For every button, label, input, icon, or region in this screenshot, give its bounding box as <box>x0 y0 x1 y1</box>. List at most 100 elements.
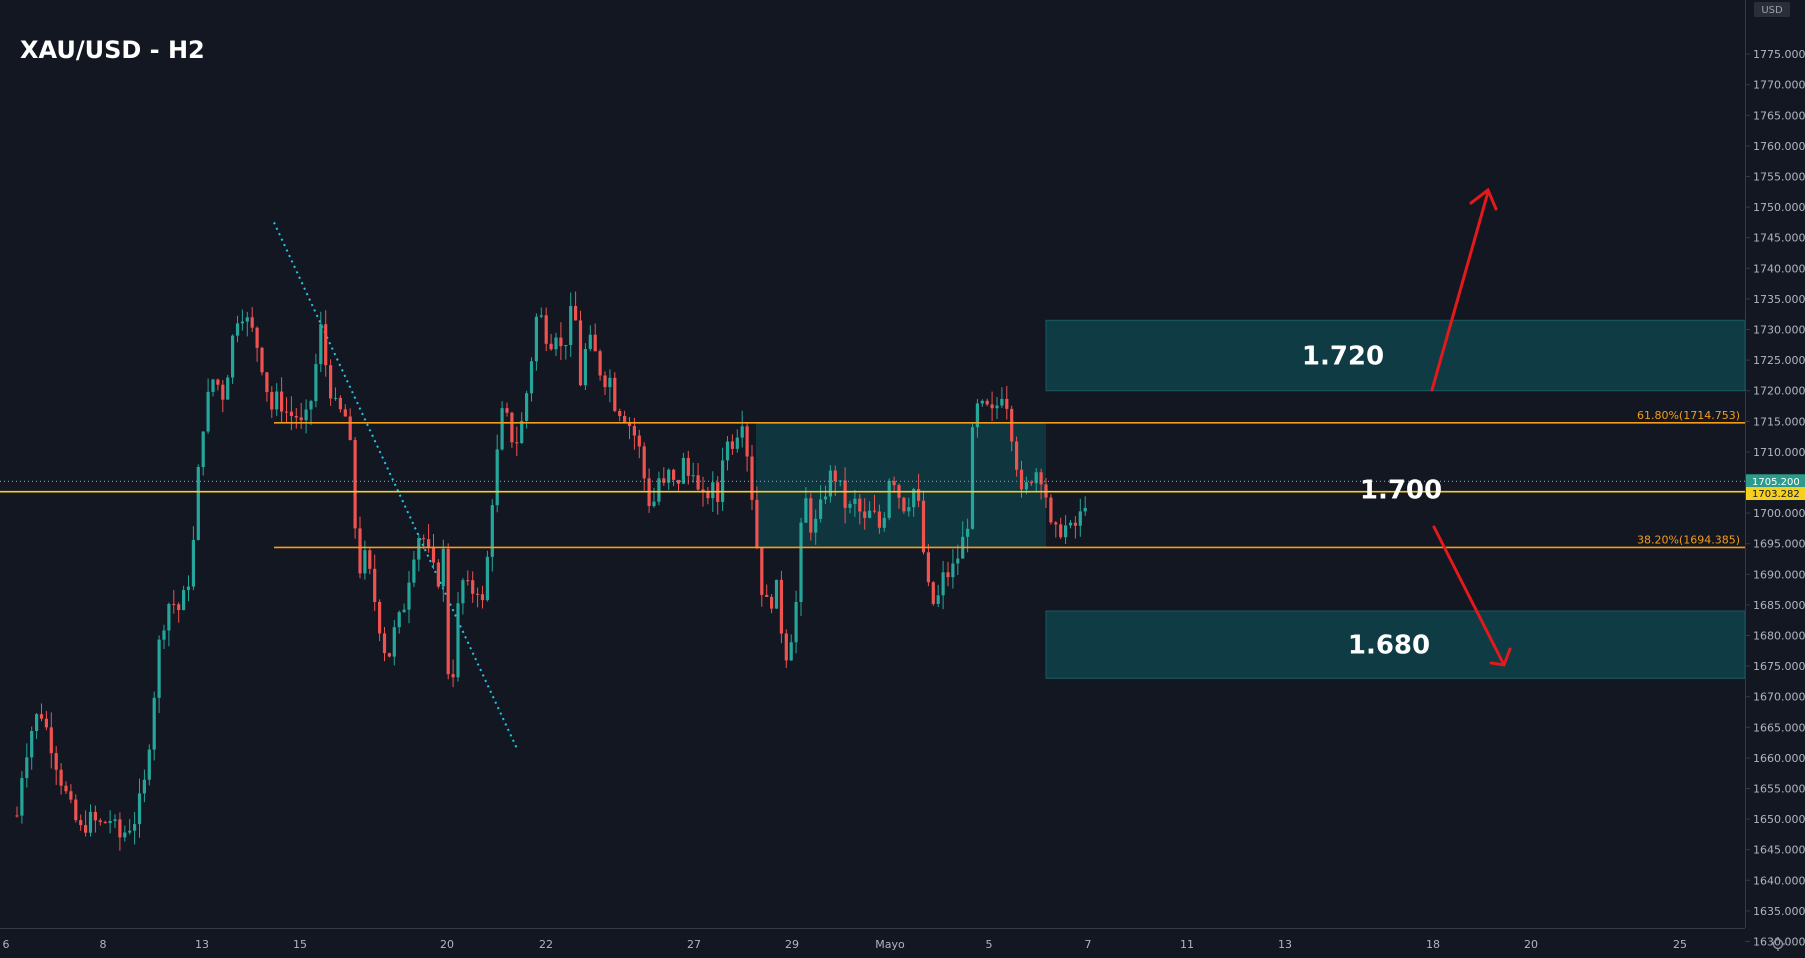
candle-body <box>387 653 391 657</box>
candle-body <box>623 416 627 422</box>
candle-body <box>1039 472 1043 485</box>
candle-body <box>275 391 279 410</box>
settings-gear-icon[interactable] <box>1771 937 1785 951</box>
candle-body <box>990 404 994 409</box>
candle-body <box>779 579 783 634</box>
candle-body <box>529 361 534 394</box>
candle-body <box>451 674 455 678</box>
candle-body <box>1078 511 1082 526</box>
candle-body <box>245 317 249 322</box>
candle-body <box>843 480 847 508</box>
candle-body <box>970 427 975 529</box>
x-tick-label: 5 <box>986 938 993 951</box>
candle-body <box>265 372 269 393</box>
candle-body <box>608 377 612 388</box>
candle-body <box>725 441 730 461</box>
candle-body <box>676 479 681 484</box>
chart-title: XAU/USD - H2 <box>20 36 205 64</box>
candle-body <box>613 377 617 411</box>
candle-body <box>456 603 460 678</box>
candle-body <box>431 546 436 563</box>
candle-body <box>1024 482 1028 490</box>
x-tick-label: 20 <box>440 938 454 951</box>
last-price-tag <box>1746 474 1805 488</box>
candle-body <box>995 405 999 409</box>
price-axis[interactable]: USD 1630.000 1635.000 1640.000 1645.000 1650… <box>1745 0 1805 953</box>
candle-body <box>417 538 421 560</box>
candle-body <box>255 327 259 348</box>
y-tick-label: 1645.000 <box>1753 844 1805 857</box>
candle-body <box>701 489 705 492</box>
candle-body <box>422 538 426 540</box>
y-tick-label: 1685.000 <box>1753 599 1805 612</box>
candle-body <box>235 323 240 336</box>
candle-body <box>392 627 396 657</box>
candle-body <box>20 778 24 816</box>
candle-body <box>495 449 499 506</box>
candle-body <box>250 317 254 328</box>
candle-body <box>853 498 857 504</box>
candle-body <box>804 498 808 523</box>
candle-body <box>1073 522 1077 526</box>
x-tick-label: 7 <box>1085 938 1092 951</box>
time-axis[interactable]: 6 8 13 15 20 22 27 29 Mayo 5 7 11 13 18 20 25 <box>0 928 1745 953</box>
y-tick-label: 1670.000 <box>1753 691 1805 704</box>
level-price-tag <box>1746 487 1805 501</box>
arrow-down-icon <box>1432 525 1512 667</box>
candle-body <box>49 727 53 754</box>
candle-body <box>353 439 357 529</box>
candle-body <box>368 550 372 569</box>
candle-body <box>872 510 877 512</box>
candle-body <box>505 408 509 413</box>
candle-body <box>216 379 220 385</box>
arrow-up-icon <box>1430 187 1498 392</box>
plot-area[interactable]: 61.80%(1714.753) 38.20%(1694.385) 1.720 … <box>0 187 1746 851</box>
candle-body <box>799 522 803 602</box>
candle-body <box>828 470 832 497</box>
candle-body <box>966 528 970 537</box>
candle-body <box>441 549 445 587</box>
candle-body <box>730 441 734 449</box>
candle-body <box>745 426 749 457</box>
candle-body <box>118 819 122 838</box>
candle-body <box>69 791 73 800</box>
candle-body <box>520 420 524 444</box>
candle-body <box>549 343 553 350</box>
candle-body <box>84 825 88 833</box>
y-tick-label: 1675.000 <box>1753 660 1805 673</box>
y-tick-label: 1760.000 <box>1753 140 1805 153</box>
y-tick-label: 1720.000 <box>1753 385 1805 398</box>
level-label-1700: 1.700 <box>1360 476 1442 506</box>
candle-body <box>534 316 538 362</box>
candle-body <box>936 595 940 604</box>
candle-body <box>603 375 607 388</box>
candle-body <box>39 714 44 719</box>
candle-body <box>191 539 195 587</box>
candle-body <box>657 478 661 502</box>
x-tick-label: 18 <box>1426 938 1440 951</box>
candle-body <box>412 559 416 583</box>
candle-body <box>123 832 127 838</box>
y-tick-label: 1745.000 <box>1753 232 1805 245</box>
candle-body <box>559 337 563 347</box>
candle-body <box>93 811 97 821</box>
candle-body <box>167 603 171 631</box>
candle-body <box>35 714 39 732</box>
candle-body <box>686 457 690 476</box>
y-tick-label: 1740.000 <box>1753 262 1805 275</box>
candle-body <box>765 594 769 597</box>
y-tick-labels: 1630.000 1635.000 1640.000 1645.000 1650.000… <box>1745 48 1805 949</box>
candle-body <box>113 819 117 822</box>
candle-body <box>201 431 205 467</box>
candle-body <box>186 586 191 591</box>
candle-body <box>672 469 676 480</box>
candle-body <box>196 466 200 540</box>
y-tick-label: 1665.000 <box>1753 721 1805 734</box>
candle-body <box>436 562 440 587</box>
x-tick-label: 29 <box>785 938 799 951</box>
candle-body <box>789 642 793 661</box>
candle-body <box>814 518 818 533</box>
candle-body <box>373 568 377 602</box>
candle-body <box>147 749 151 780</box>
